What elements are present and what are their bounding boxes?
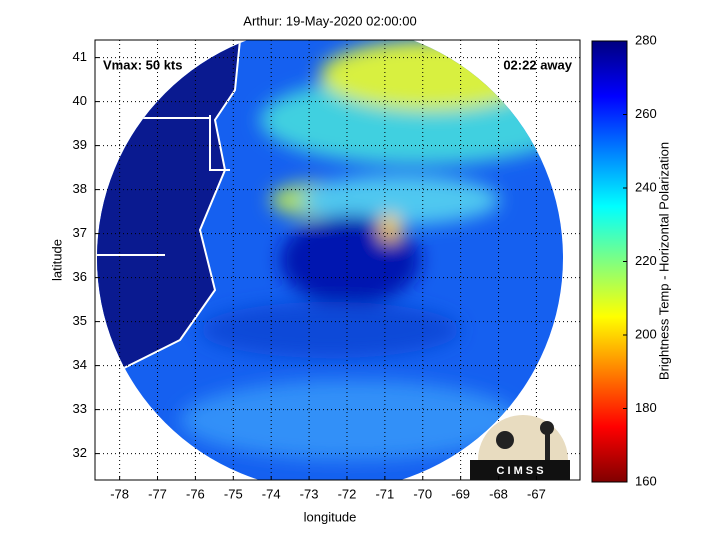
x-tick-label: -77	[148, 486, 167, 501]
x-tick-label: -68	[489, 486, 508, 501]
x-tick-label: -69	[451, 486, 470, 501]
y-tick-label: 38	[73, 181, 87, 196]
x-tick-label: -74	[262, 486, 281, 501]
x-tick-label: -75	[224, 486, 243, 501]
annotation: 02:22 away	[503, 57, 572, 72]
colorbar-label: Brightness Temp - Horizontal Polarizatio…	[656, 142, 671, 380]
y-tick-label: 34	[73, 357, 87, 372]
logo-text: C I M S S	[496, 465, 543, 477]
grid	[95, 40, 580, 480]
annotation: Vmax: 50 kts	[103, 57, 183, 72]
y-tick-label: 39	[73, 137, 87, 152]
y-tick-label: 32	[73, 445, 87, 460]
y-axis-label: latitude	[49, 239, 64, 281]
y-tick-label: 40	[73, 93, 87, 108]
plot-frame	[94, 39, 581, 481]
y-tick-label: 35	[73, 313, 87, 328]
y-tick-label: 33	[73, 401, 87, 416]
colorbar-tick-label: 180	[635, 400, 657, 415]
colorbar-tick-label: 260	[635, 106, 657, 121]
x-tick-label: -78	[110, 486, 129, 501]
x-tick-label: -67	[527, 486, 546, 501]
y-tick-label: 36	[73, 269, 87, 284]
colorbar-tick-label: 160	[635, 473, 657, 488]
title: Arthur: 19-May-2020 02:00:00	[243, 13, 416, 28]
colorbar-tick-label: 280	[635, 32, 657, 47]
logo: C I M S S	[470, 415, 570, 480]
colorbar-tick-label: 240	[635, 179, 657, 194]
x-axis-label: longitude	[304, 509, 357, 524]
y-tick-label: 41	[73, 49, 87, 64]
imagery	[97, 40, 563, 480]
colorbar-tick-label: 200	[635, 326, 657, 341]
x-tick-label: -70	[413, 486, 432, 501]
x-tick-label: -76	[186, 486, 205, 501]
y-tick-label: 37	[73, 225, 87, 240]
x-tick-label: -71	[375, 486, 394, 501]
x-tick-label: -73	[300, 486, 319, 501]
x-tick-label: -72	[338, 486, 357, 501]
colorbar-tick-label: 220	[635, 253, 657, 268]
colorbar	[591, 40, 628, 483]
